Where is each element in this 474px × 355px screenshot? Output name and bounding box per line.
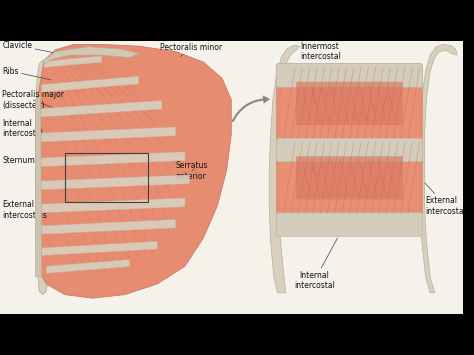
FancyBboxPatch shape <box>277 64 422 142</box>
Polygon shape <box>36 60 51 295</box>
Text: Pectoralis major
(dissected): Pectoralis major (dissected) <box>2 91 64 110</box>
Polygon shape <box>419 44 457 293</box>
Text: Serratus
anterior: Serratus anterior <box>176 162 208 181</box>
Text: External
intercostal: External intercostal <box>423 181 466 215</box>
Polygon shape <box>36 96 42 277</box>
FancyArrowPatch shape <box>231 95 270 122</box>
Text: Innermost
intercostal: Innermost intercostal <box>300 42 341 66</box>
Text: Pectoralis minor: Pectoralis minor <box>160 43 222 57</box>
FancyBboxPatch shape <box>276 213 423 236</box>
Text: External
intercostals: External intercostals <box>2 201 55 220</box>
Polygon shape <box>44 47 139 64</box>
Polygon shape <box>42 76 139 92</box>
Polygon shape <box>46 260 129 273</box>
FancyBboxPatch shape <box>276 138 423 162</box>
Polygon shape <box>44 56 102 67</box>
Bar <box>65 153 148 202</box>
FancyBboxPatch shape <box>277 138 422 217</box>
Text: Internal
intercostal: Internal intercostal <box>2 119 55 138</box>
FancyBboxPatch shape <box>296 156 403 200</box>
Bar <box>0 314 463 355</box>
Polygon shape <box>42 241 157 256</box>
FancyBboxPatch shape <box>296 82 403 125</box>
Text: Clavicle: Clavicle <box>2 41 53 53</box>
Text: Sternum: Sternum <box>2 156 39 165</box>
Text: Internal
intercostal: Internal intercostal <box>294 238 337 290</box>
Polygon shape <box>38 198 185 213</box>
Polygon shape <box>37 175 190 190</box>
Polygon shape <box>39 219 176 234</box>
Polygon shape <box>38 127 176 142</box>
Text: Ribs: Ribs <box>2 66 51 80</box>
Polygon shape <box>269 45 300 293</box>
Polygon shape <box>36 44 231 298</box>
Polygon shape <box>39 100 162 117</box>
Bar <box>0 41 463 314</box>
Polygon shape <box>37 152 185 167</box>
Bar <box>0 0 463 41</box>
FancyBboxPatch shape <box>276 64 423 87</box>
